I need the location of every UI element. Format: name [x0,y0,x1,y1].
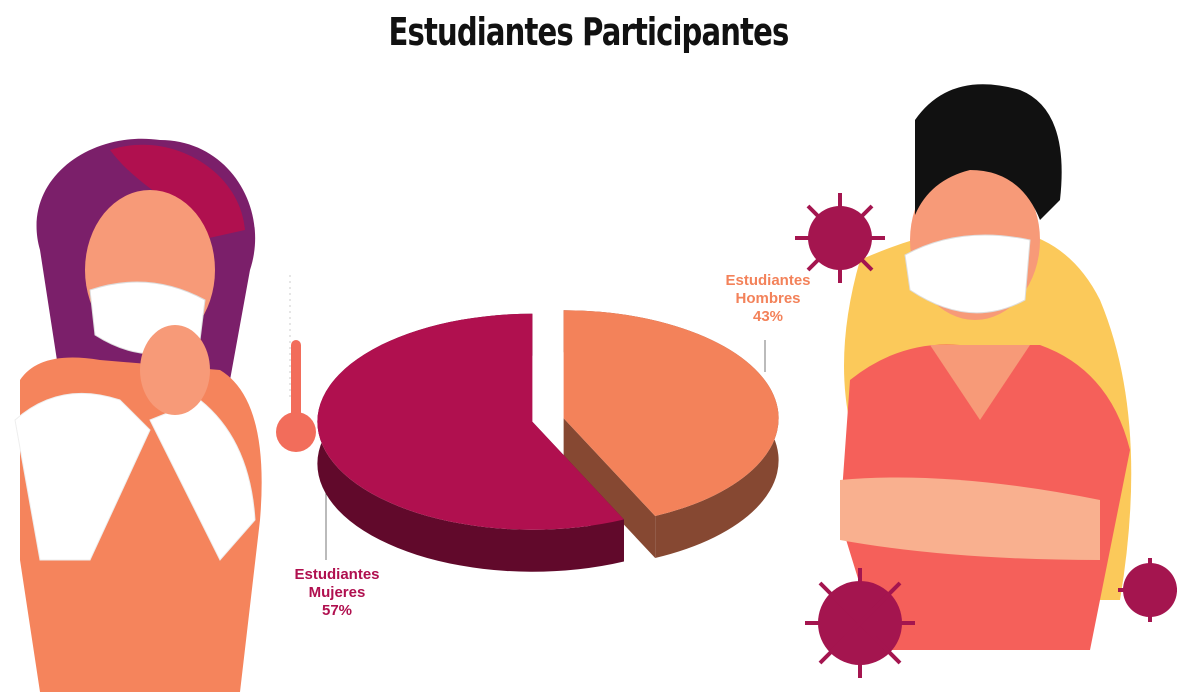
slice-label: Estudiantes Hombres [725,272,811,307]
pie-slice [563,310,779,516]
man-illustration [840,84,1132,650]
slice-value-label: 43% [752,308,784,325]
leader-lines [325,340,766,560]
pie-slice [317,313,624,530]
chart-title: Estudiantes Participantes [388,10,790,54]
slice-label: Estudiantes Mujeres [294,566,380,601]
slice-side-face [563,418,656,558]
slice-value-label: 57% [321,602,353,619]
woman-illustration [14,138,316,692]
virus-icons [795,193,1177,678]
